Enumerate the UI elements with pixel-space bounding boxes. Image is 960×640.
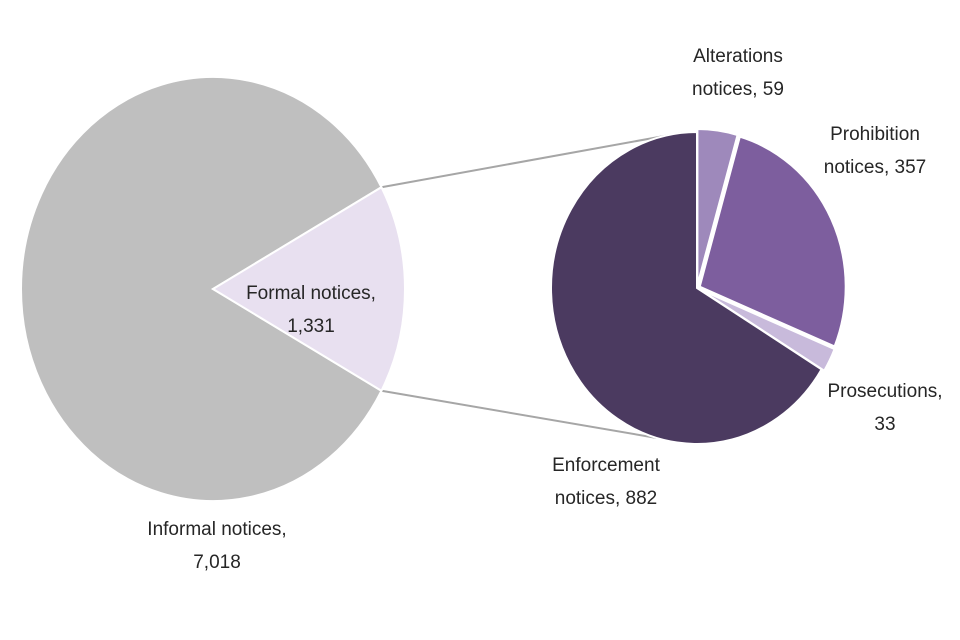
connector-line-bottom xyxy=(381,389,657,439)
slice-prosecutions xyxy=(699,288,836,373)
formal-notices-label: Formal notices, xyxy=(246,283,376,304)
slice-informal-notices xyxy=(20,76,383,502)
enforcement-notices-value: notices, 882 xyxy=(555,488,657,509)
slice-alterations-notices xyxy=(696,128,739,286)
enforcement-notices-label: Enforcement xyxy=(552,455,660,476)
connector-line-top xyxy=(381,131,682,189)
prosecutions-value: 33 xyxy=(874,414,895,435)
prohibition-notices-label: Prohibition xyxy=(830,124,920,145)
prosecutions-label: Prosecutions, xyxy=(827,381,942,402)
slice-formal-notices xyxy=(211,185,406,393)
alterations-notices-value: notices, 59 xyxy=(692,79,784,100)
slice-enforcement-notices xyxy=(550,130,823,445)
main-pie xyxy=(20,76,406,502)
informal-notices-value: 7,018 xyxy=(193,552,241,573)
alterations-notices-label: Alterations xyxy=(693,46,783,67)
informal-notices-label: Informal notices, xyxy=(147,519,286,540)
breakdown-pie xyxy=(550,128,847,445)
prohibition-notices-value: notices, 357 xyxy=(824,157,926,178)
slice-prohibition-notices xyxy=(698,135,847,348)
connector-lines xyxy=(381,131,682,439)
formal-notices-value: 1,331 xyxy=(287,316,335,337)
